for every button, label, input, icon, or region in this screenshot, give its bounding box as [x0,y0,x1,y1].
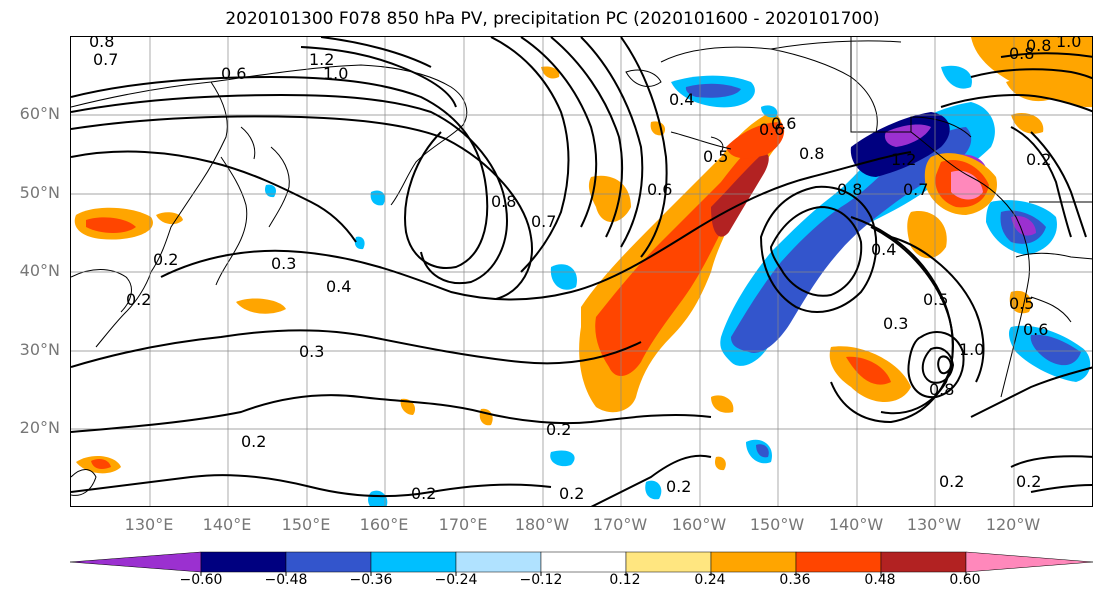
colorbar-segment [710,551,797,573]
lat-label-60n: 60°N [19,104,60,123]
contour-label: 0.2 [1026,150,1051,169]
contour-label: 0.7 [93,50,118,69]
contour-label: 1.0 [959,340,984,359]
graticule [71,37,1092,506]
contour-label: 0.2 [546,420,571,439]
contour-label: 0.8 [89,37,114,51]
colorbar-segment [540,551,627,573]
contour-label: 0.8 [837,180,862,199]
precipitation-shading [74,37,1092,506]
contour-label: 0.6 [759,120,784,139]
contour-label: 0.4 [871,240,896,259]
contour-label: 0.4 [669,90,694,109]
lon-label: 130°W [906,515,962,534]
contour-label: 0.2 [559,484,584,503]
pv-contours [71,37,1092,506]
contour-label: 0.3 [271,254,296,273]
lon-label: 160°E [359,515,409,534]
contour-label: 0.6 [221,64,246,83]
contour-label: 0.2 [939,472,964,491]
colorbar-segment [370,551,457,573]
contour-label: 0.3 [299,342,324,361]
colorbar-segment [795,551,882,573]
lat-label-50n: 50°N [19,183,60,202]
contour-label: 0.2 [241,432,266,451]
lon-label: 130°E [124,515,174,534]
map-title: 2020101300 F078 850 hPa PV, precipitatio… [225,9,880,29]
contour-label: 0.2 [666,477,691,496]
colorbar-tick-label: −0.12 [519,572,563,588]
contour-label: 0.6 [647,180,672,199]
colorbar-segment [880,551,967,573]
colorbar-tick-label: 0.36 [779,572,811,588]
contour-label: 0.4 [326,277,351,296]
colorbar-tick-label: −0.48 [264,572,308,588]
colorbar-segment [965,551,1093,573]
contour-label: 0.3 [883,314,908,333]
contour-label: 0.2 [411,484,436,503]
colorbar-segment [285,551,372,573]
colorbar-tick-label: 0.60 [949,572,981,588]
contour-label: 0.5 [1009,294,1034,313]
lon-label: 160°W [671,515,727,534]
contour-label: 0.6 [771,114,796,133]
lon-label: 170°W [592,515,648,534]
contour-label: 0.2 [1016,472,1041,491]
contour-label: 1.0 [323,64,348,83]
contour-label: 0.5 [923,290,948,309]
lat-label-40n: 40°N [19,261,60,280]
lon-label: 180°W [514,515,570,534]
map-canvas: 0.8 0.7 0.6 1.2 1.0 0.4 0.5 0.6 0.8 0.6 … [71,37,1092,506]
colorbar-tick-label: 0.12 [609,572,641,588]
contour-label: 0.5 [703,147,728,166]
contour-label: 0.8 [1009,44,1034,63]
colorbar-tick-label: 0.24 [694,572,726,588]
contour-label: 0.8 [929,380,954,399]
contour-label: 1.0 [1056,37,1081,51]
lat-label-20n: 20°N [19,418,60,437]
colorbar-segment [70,551,202,573]
colorbar [70,551,1093,576]
colorbar-tick-label: 0.48 [864,572,896,588]
lat-label-30n: 30°N [19,340,60,359]
contour-label: 0.8 [491,192,516,211]
contour-label: 0.8 [1026,37,1051,55]
contour-label: 0.7 [531,212,556,231]
contour-label: 0.2 [126,290,151,309]
contour-label: 0.8 [799,144,824,163]
contour-label: 0.7 [903,180,928,199]
colorbar-segment [200,551,287,573]
contour-label: 0.2 [153,250,178,269]
lon-label: 170°E [438,515,488,534]
colorbar-tick-label: −0.60 [179,572,223,588]
lon-label: 140°W [828,515,884,534]
lon-label: 150°W [749,515,805,534]
contour-labels: 0.8 0.7 0.6 1.2 1.0 0.4 0.5 0.6 0.8 0.6 … [89,37,1081,503]
lon-label: 120°W [985,515,1041,534]
map-panel: 0.8 0.7 0.6 1.2 1.0 0.4 0.5 0.6 0.8 0.6 … [70,36,1093,507]
colorbar-tick-label: −0.24 [434,572,478,588]
colorbar-tick-label: −0.36 [349,572,393,588]
colorbar-segment [625,551,712,573]
colorbar-segment [455,551,542,573]
lon-label: 150°E [281,515,331,534]
lon-label: 140°E [202,515,252,534]
contour-label: 0.6 [1023,320,1048,339]
contour-label: 1.2 [309,50,334,69]
contour-label: 1.2 [891,150,916,169]
